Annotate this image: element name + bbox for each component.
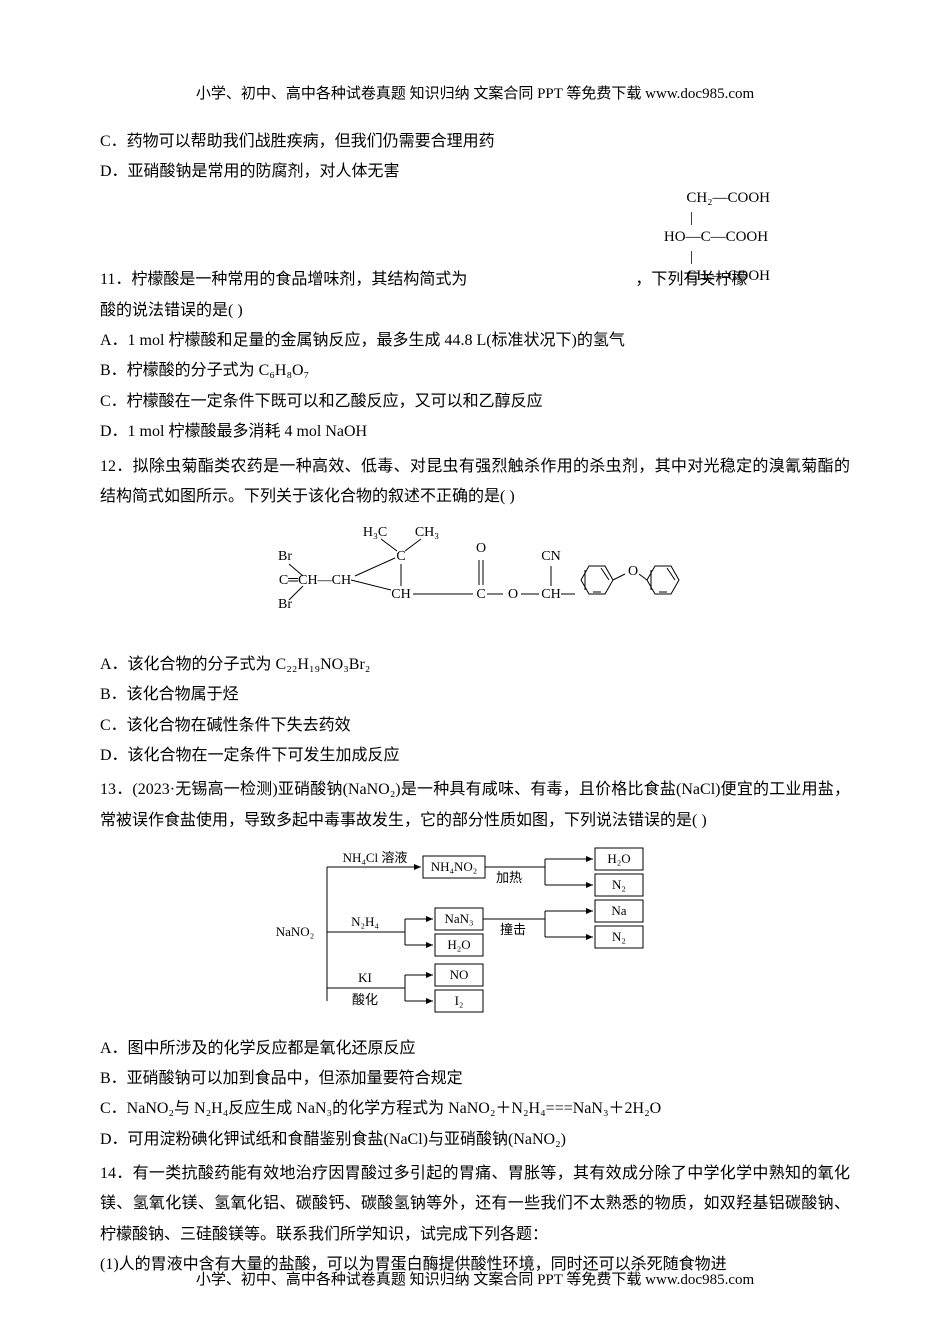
svg-text:NH₄Cl 溶液: NH₄Cl 溶液 [343,850,408,865]
q11-opt-a: A．1 mol 柠檬酸和足量的金属钠反应，最多生成 44.8 L(标准状况下)的… [100,326,850,356]
q13-opt-d: D．可用淀粉碘化钾试纸和食醋鉴别食盐(NaCl)与亚硝酸钠(NaNO₂) [100,1125,850,1155]
q11-lead-part3: 酸的说法错误的是( ) [100,296,850,326]
svg-text:O: O [628,564,638,579]
svg-text:CH: CH [391,587,410,602]
svg-text:加热: 加热 [496,870,522,885]
question-14-lead: 14．有一类抗酸药能有效地治疗因胃酸过多引起的胃痛、胃胀等，其有效成分除了中学化… [100,1159,850,1250]
q13-opt-c: C．NaNO₂与 N₂H₄反应生成 NaN₃的化学方程式为 NaNO₂＋N₂H₄… [100,1094,850,1124]
svg-text:H₂O: H₂O [447,937,470,952]
q11-lead-part1: 11．柠檬酸是一种常用的食品增味剂，其结构简式为 [100,271,467,288]
svg-text:NH₄NO₂: NH₄NO₂ [431,859,478,874]
svg-text:C: C [396,549,405,564]
q12-opt-c: C．该化合物在碱性条件下失去药效 [100,711,850,741]
nano2-reaction-diagram: NaNO₂ NH₄Cl 溶液 NH₄NO₂ 加热 H₂O N₂ N₂H₄ NaN… [100,844,850,1025]
svg-text:H₃C: H₃C [363,525,387,540]
svg-text:NaNO₂: NaNO₂ [276,924,314,939]
deltamethrin-structure: H₃C CH₃ C Br Br C═CH—CH CH O C O CN CH O [100,520,850,641]
svg-text:CH: CH [541,587,560,602]
svg-text:CN: CN [541,549,560,564]
svg-text:Br: Br [278,549,292,564]
svg-text:KI: KI [358,970,372,985]
svg-text:N₂H₄: N₂H₄ [351,914,379,929]
svg-text:Na: Na [611,903,626,918]
svg-text:N₂: N₂ [612,877,626,892]
svg-text:O: O [508,587,518,602]
page-header: 小学、初中、高中各种试卷真题 知识归纳 文案合同 PPT 等免费下载 www.d… [100,80,850,109]
q12-opt-a: A．该化合物的分子式为 C₂₂H₁₉NO₃Br₂ [100,650,850,680]
q13-opt-a: A．图中所涉及的化学反应都是氧化还原反应 [100,1034,850,1064]
svg-text:NO: NO [450,967,469,982]
svg-text:酸化: 酸化 [352,992,378,1007]
svg-text:NaN₃: NaN₃ [444,911,473,926]
q11-opt-b: B．柠檬酸的分子式为 C₆H₈O₇ [100,356,850,386]
question-13-lead: 13．(2023·无锡高一检测)亚硝酸钠(NaNO₂)是一种具有咸味、有毒，且价… [100,775,850,836]
svg-text:C: C [476,587,485,602]
question-11: CH₂—COOH | HO—C—COOH | CH₂—COOH 11．柠檬酸是一… [100,201,850,447]
q11-opt-d: D．1 mol 柠檬酸最多消耗 4 mol NaOH [100,417,850,447]
q11-opt-c: C．柠檬酸在一定条件下既可以和乙酸反应，又可以和乙醇反应 [100,387,850,417]
question-12-lead: 12．拟除虫菊酯类农药是一种高效、低毒、对昆虫有强烈触杀作用的杀虫剂，其中对光稳… [100,452,850,513]
page-footer: 小学、初中、高中各种试卷真题 知识归纳 文案合同 PPT 等免费下载 www.d… [0,1266,950,1295]
svg-text:撞击: 撞击 [500,922,526,937]
citric-acid-structure: CH₂—COOH | HO—C—COOH | CH₂—COOH [664,189,770,287]
option-line-c: C．药物可以帮助我们战胜疾病，但我们仍需要合理用药 [100,127,850,157]
svg-text:N₂: N₂ [612,929,626,944]
q12-opt-b: B．该化合物属于烃 [100,680,850,710]
svg-text:I₂: I₂ [455,993,464,1008]
svg-text:H₂O: H₂O [607,851,630,866]
svg-text:C═CH—CH: C═CH—CH [279,573,351,588]
q12-opt-d: D．该化合物在一定条件下可发生加成反应 [100,741,850,771]
svg-text:O: O [476,541,486,556]
svg-text:CH₃: CH₃ [415,525,439,540]
q13-opt-b: B．亚硝酸钠可以加到食品中，但添加量要符合规定 [100,1064,850,1094]
option-line-d: D．亚硝酸钠是常用的防腐剂，对人体无害 [100,157,850,187]
